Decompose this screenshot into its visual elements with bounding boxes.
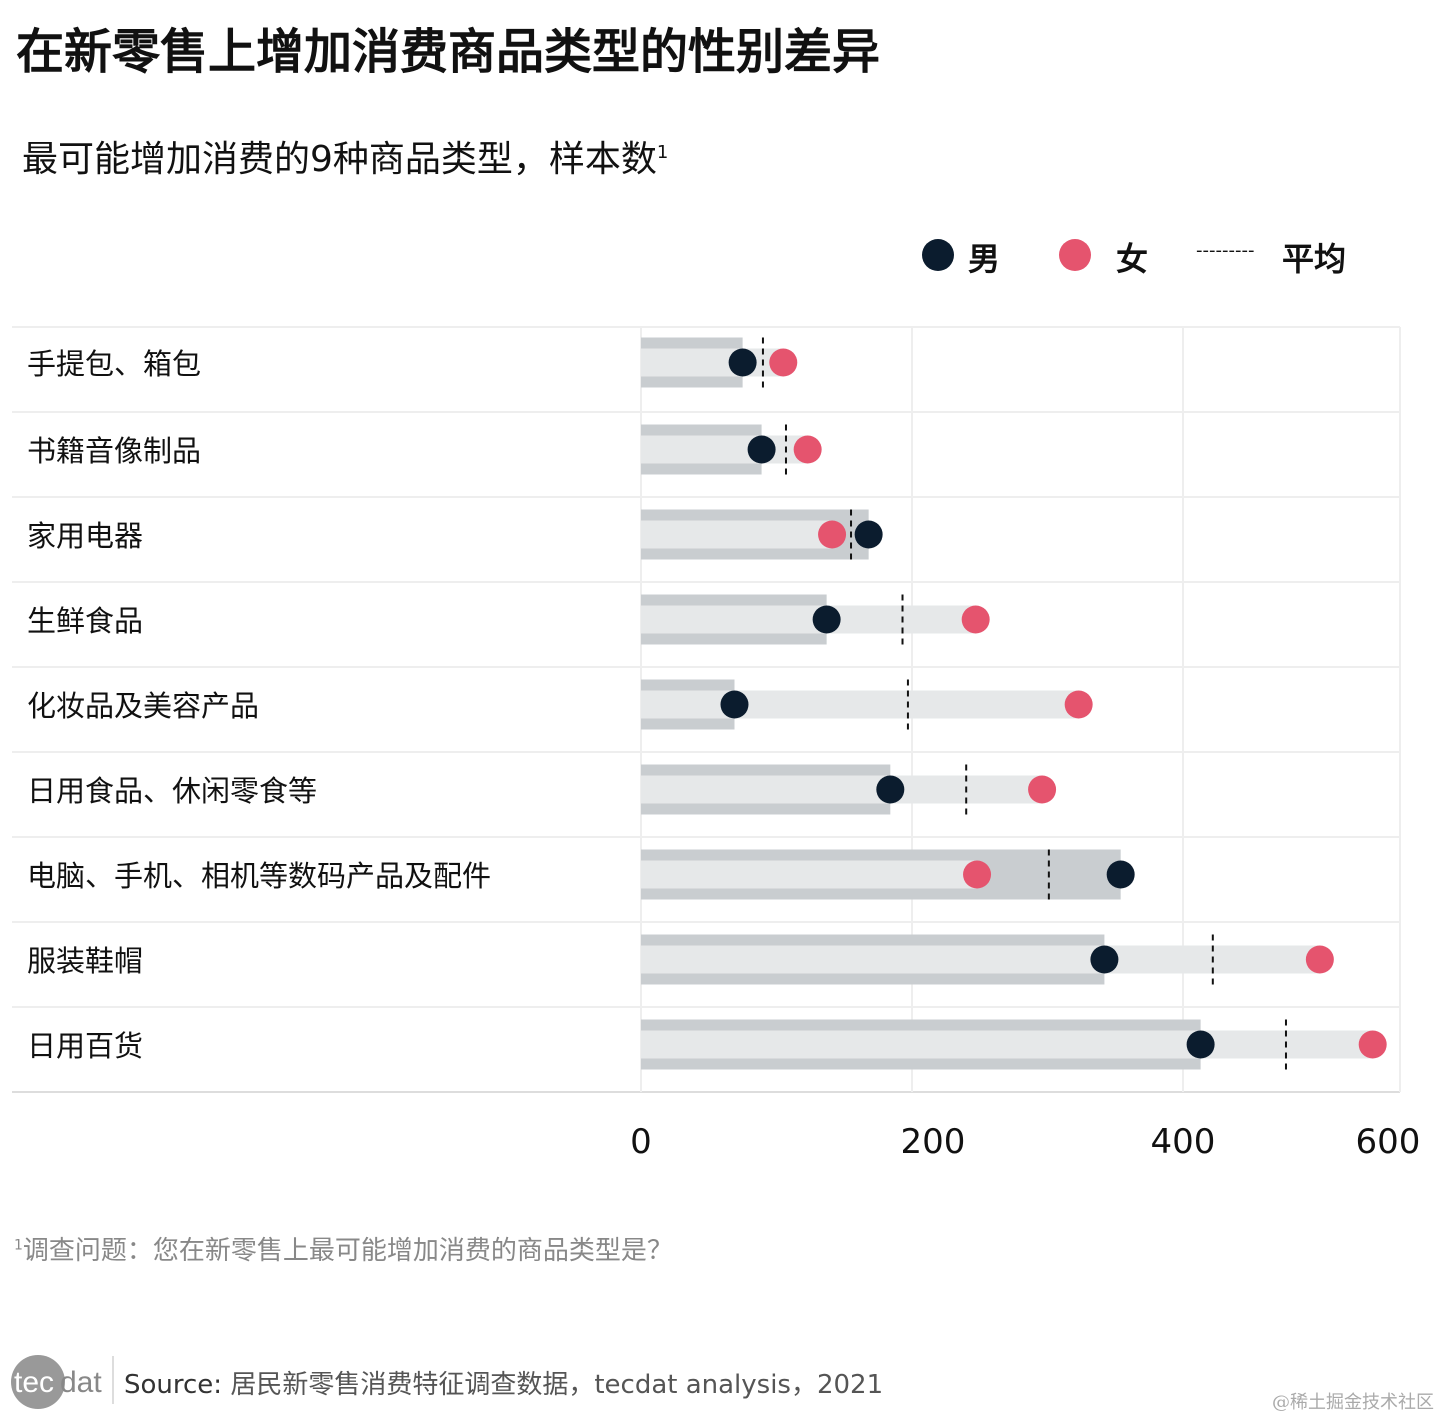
legend-female-label: 女 [1116,240,1149,278]
chart-title: 在新零售上增加消费商品类型的性别差异 [16,24,881,80]
male-dot [728,348,757,377]
female-dot [818,520,847,549]
category-label: 日用百货 [27,1028,144,1063]
legend-male-label: 男 [968,240,1001,278]
divider [112,1356,114,1404]
category-label: 电脑、手机、相机等数码产品及配件 [27,858,492,893]
female-band [641,1030,1373,1059]
source-text: 居民新零售消费特征调查数据，tecdat analysis，2021 [222,1370,884,1400]
female-dot [793,435,822,464]
female-dot [1064,690,1093,719]
female-band [641,690,1079,719]
male-dot [720,690,749,719]
tecdat-logo: tec dat [11,1355,102,1409]
x-tick-label: 200 [900,1122,966,1162]
category-label: 服装鞋帽 [27,943,144,978]
category-label: 生鲜食品 [27,603,144,638]
legend [922,239,1091,271]
source-label: Source: [124,1370,223,1400]
female-band [641,435,808,464]
female-band [641,605,976,634]
female-band [641,860,978,889]
legend-male-marker [922,239,954,271]
category-label: 书籍音像制品 [27,433,202,468]
category-label: 日用食品、休闲零食等 [27,773,318,808]
male-dot [1106,860,1135,889]
subtitle-footnote-mark: 1 [656,142,669,163]
female-dot [1028,775,1057,804]
category-label: 家用电器 [27,518,144,553]
female-band [641,775,1043,804]
female-dot [961,605,990,634]
male-dot [876,775,905,804]
svg-text:tec: tec [14,1366,54,1399]
x-tick-label: 600 [1355,1122,1421,1162]
footnote-text: 调查问题：您在新零售上最可能增加消费的商品类型是？ [22,1236,673,1266]
x-tick-label: 400 [1150,1122,1216,1162]
legend-average-label: 平均 [1282,240,1347,278]
male-dot [812,605,841,634]
male-dot [1186,1030,1215,1059]
source-line: Source: 居民新零售消费特征调查数据，tecdat analysis，20… [124,1364,883,1401]
male-dot [1090,945,1119,974]
male-dot [854,520,883,549]
female-band [641,348,784,377]
female-dot [1358,1030,1387,1059]
subtitle-text: 最可能增加消费的9种商品类型，样本数 [22,139,657,180]
category-label: 化妆品及美容产品 [27,688,260,723]
footnote: 1调查问题：您在新零售上最可能增加消费的商品类型是？ [14,1230,673,1267]
female-dot [1305,945,1334,974]
female-band [641,520,833,549]
female-dot [769,348,798,377]
category-label: 手提包、箱包 [27,346,202,381]
chart-subtitle: 最可能增加消费的9种商品类型，样本数1 [22,130,668,182]
legend-average-line: --------- [1196,240,1255,261]
male-dot [747,435,776,464]
svg-text:dat: dat [60,1366,102,1399]
female-dot [963,860,992,889]
female-band [641,945,1320,974]
x-tick-label: 0 [630,1122,652,1162]
legend-female-marker [1059,239,1091,271]
watermark: @稀土掘金技术社区 [1272,1392,1434,1413]
footnote-mark: 1 [14,1237,23,1254]
